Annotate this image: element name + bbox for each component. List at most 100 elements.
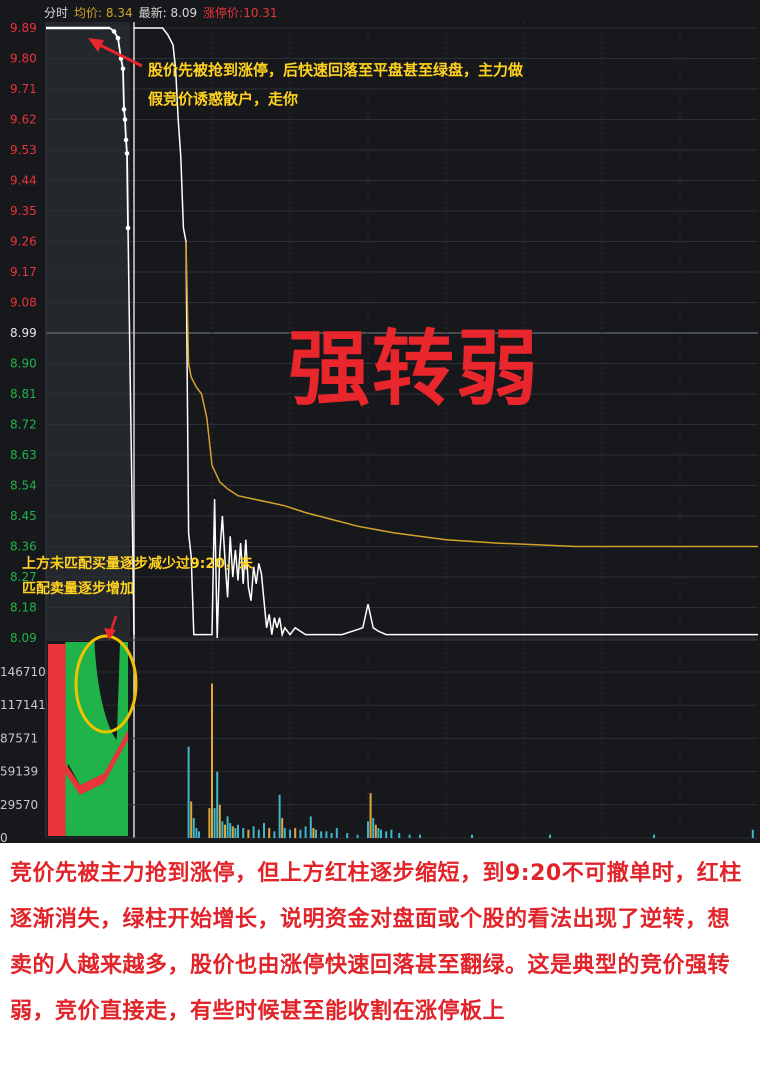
volume-tick-label: 117141: [0, 698, 46, 712]
volume-bar: [377, 828, 380, 838]
volume-bar: [273, 831, 276, 838]
price-tick-label: 8.27: [10, 570, 37, 584]
volume-bar: [198, 831, 200, 838]
volume-bar: [224, 824, 226, 838]
auction-price-drop: [109, 27, 129, 228]
volume-bar: [299, 829, 302, 838]
price-tick-label: 9.80: [10, 52, 37, 66]
price-tick-label: 8.54: [10, 479, 37, 493]
auction-green-wedge-top: [65, 642, 128, 837]
volume-bar: [195, 828, 198, 838]
last-price-label: 最新: 8.09: [138, 6, 198, 20]
volume-bar: [398, 833, 401, 838]
price-line: [134, 27, 758, 639]
price-tick-label: 8.36: [10, 540, 37, 554]
volume-tick-label: 59139: [0, 765, 38, 779]
volume-bar: [247, 829, 250, 838]
volume-bar: [390, 829, 393, 838]
caption-panel: 竞价先被主力抢到涨停，但上方红柱逐步缩短，到9:20不可撤单时，红柱逐渐消失，绿…: [0, 843, 760, 1089]
auction-shade: [46, 22, 130, 638]
volume-bar: [283, 828, 286, 838]
annotation-arrow-head: [88, 38, 104, 52]
auction-price-dot: [120, 66, 126, 71]
volume-bar: [304, 826, 307, 838]
auction-red-bars-2: [52, 642, 66, 837]
volume-bar: [369, 793, 372, 838]
volume-bar: [281, 818, 284, 838]
pointer-arrow-head: [104, 628, 116, 640]
auction-price-dot: [115, 35, 121, 41]
volume-bar: [192, 818, 195, 838]
volume-bar: [237, 824, 239, 838]
annotation-top: 股价先被抢到涨停，后快速回落至平盘甚至绿盘，主力做假竞价诱惑散户，走你: [148, 61, 524, 108]
volume-bar: [367, 821, 369, 838]
volume-bar: [268, 828, 271, 838]
price-tick-label: 9.44: [10, 174, 37, 188]
price-tick-label: 9.62: [10, 113, 37, 127]
price-tick-label: 8.45: [10, 509, 37, 523]
volume-tick-label: 29570: [0, 798, 38, 812]
chart-header: 分时 均价: 8.34 最新: 8.09 涨停价:10.31: [44, 4, 284, 21]
price-tick-label: 8.81: [10, 387, 37, 401]
volume-bar: [312, 828, 315, 838]
highlight-ellipse: [74, 634, 138, 734]
volume-bar: [257, 829, 260, 838]
auction-price-dot: [121, 107, 127, 112]
volume-tick-label: 0: [0, 831, 8, 843]
volume-bar: [346, 833, 349, 838]
volume-bar: [385, 831, 388, 838]
volume-bar: [229, 823, 232, 838]
volume-bar: [263, 823, 265, 838]
price-tick-label: 9.26: [10, 235, 37, 249]
volume-bar: [471, 834, 473, 838]
volume-bar: [211, 683, 213, 838]
volume-bar: [208, 808, 211, 838]
volume-bar: [190, 801, 193, 838]
intraday-chart: 9.89 9.80 9.71 9.62 9.53 9.44 9.35 9.26 9.17 9.08…: [0, 0, 760, 843]
volume-bar: [372, 818, 375, 838]
price-tick-label: 8.09: [10, 631, 37, 645]
tab-fenshi[interactable]: 分时: [44, 6, 69, 20]
price-tick-label: 9.71: [10, 82, 37, 96]
annotation-arrow: [99, 43, 143, 68]
auction-price-dot: [122, 117, 128, 122]
price-tick-label: 9.89: [10, 21, 37, 35]
volume-bar: [231, 826, 234, 838]
volume-bar: [374, 824, 377, 838]
volume-bar: [315, 829, 317, 838]
volume-tick-label: 87571: [0, 731, 38, 745]
volume-bar: [234, 828, 237, 838]
volume-bar: [330, 833, 333, 838]
volume-bar: [653, 834, 655, 838]
price-tick-label: 8.99: [10, 326, 37, 340]
volume-bar: [252, 826, 255, 838]
volume-bar: [325, 831, 328, 838]
annotation-left: 上方未匹配买量逐步减少过9:20，未匹配卖量逐步增加: [22, 556, 253, 597]
volume-bar: [320, 831, 323, 838]
volume-bar: [218, 804, 221, 838]
volume-bar: [213, 808, 216, 838]
volume-bar: [278, 794, 281, 838]
price-tick-label: 8.63: [10, 448, 37, 462]
volume-bar: [294, 828, 297, 838]
volume-bar: [187, 746, 190, 838]
volume-bar: [751, 829, 754, 838]
volume-bar: [226, 816, 229, 838]
avg-price-label: 均价: 8.34: [74, 6, 133, 20]
chart-svg: 9.89 9.80 9.71 9.62 9.53 9.44 9.35 9.26 9.17 9.08…: [0, 21, 758, 843]
auction-price-dot: [123, 137, 129, 143]
volume-bar: [408, 834, 411, 838]
volume-bar: [380, 829, 382, 838]
volume-bar: [356, 834, 359, 838]
volume-bar: [289, 829, 291, 838]
volume-bar: [419, 834, 421, 838]
volume-bar: [221, 821, 224, 838]
auction-red-sliver: [65, 730, 128, 795]
caption-text: 竞价先被主力抢到涨停，但上方红柱逐步缩短，到9:20不可撤单时，红柱逐渐消失，绿…: [10, 861, 742, 1024]
price-tick-label: 8.72: [10, 418, 37, 432]
volume-bar: [309, 816, 312, 838]
price-tick-label: 8.90: [10, 357, 37, 371]
auction-price-dot: [124, 151, 130, 156]
limit-price-label: 涨停价:10.31: [203, 6, 278, 20]
volume-bar: [335, 828, 338, 838]
